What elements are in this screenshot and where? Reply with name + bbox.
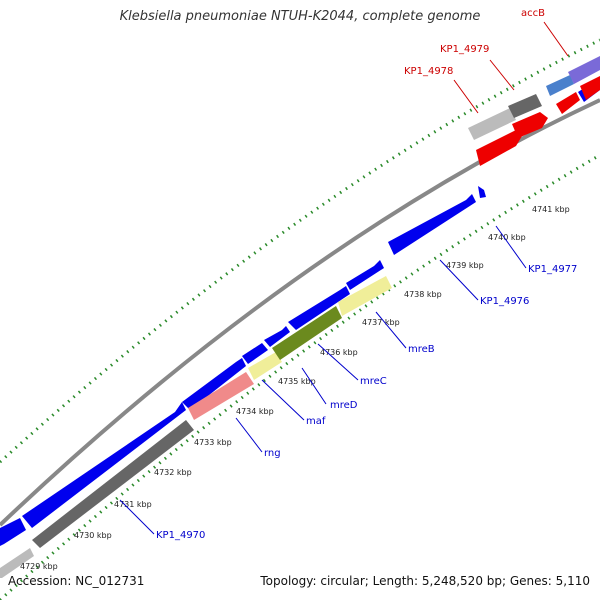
- genome-title: Klebsiella pneumoniae NTUH-K2044, comple…: [119, 9, 481, 24]
- gene-label-accb[interactable]: accB: [521, 8, 545, 19]
- reverse-strand: [0, 76, 600, 578]
- leader-line: [543, 21, 569, 57]
- kbp-label: 4730 kbp: [74, 531, 112, 540]
- gene-block[interactable]: [512, 112, 548, 138]
- gene-block[interactable]: [346, 260, 384, 290]
- gene-block[interactable]: [388, 194, 476, 255]
- kbp-label: 4732 kbp: [154, 468, 192, 477]
- leader-line: [235, 417, 263, 453]
- gene-label-kp1-4970[interactable]: KP1_4970: [156, 530, 205, 541]
- gene-block[interactable]: [338, 276, 392, 316]
- gene-block[interactable]: [0, 548, 34, 578]
- gene-labels: KP1_4970 rng maf mreD mreC mreB KP1_4976…: [156, 8, 577, 541]
- leader-line: [317, 343, 359, 381]
- gene-block[interactable]: [264, 326, 290, 347]
- kbp-label: 4741 kbp: [532, 205, 570, 214]
- gene-block[interactable]: [546, 75, 574, 96]
- gene-block[interactable]: [182, 358, 246, 410]
- gene-block[interactable]: [476, 130, 522, 166]
- gene-block[interactable]: [478, 186, 486, 198]
- kbp-label: 4737 kbp: [362, 318, 400, 327]
- gene-block[interactable]: [188, 372, 254, 420]
- gene-block[interactable]: [242, 343, 268, 364]
- kbp-label: 4734 kbp: [236, 407, 274, 416]
- gene-block[interactable]: [568, 56, 600, 84]
- kbp-label: 4729 kbp: [20, 562, 58, 571]
- outer-tick-ring: [0, 38, 600, 464]
- gene-label-mrec[interactable]: mreC: [360, 376, 387, 387]
- gene-label-kp1-4978[interactable]: KP1_4978: [404, 66, 453, 77]
- leader-line: [489, 59, 515, 91]
- gene-block[interactable]: [22, 402, 186, 528]
- gene-label-kp1-4977[interactable]: KP1_4977: [528, 264, 577, 275]
- kbp-label: 4740 kbp: [488, 233, 526, 242]
- backbone-line: [0, 98, 600, 527]
- leader-line: [261, 379, 305, 421]
- gene-block[interactable]: [288, 286, 350, 330]
- gene-block[interactable]: [556, 92, 580, 114]
- kbp-label: 4733 kbp: [194, 438, 232, 447]
- gene-block[interactable]: [248, 352, 282, 380]
- kbp-label: 4739 kbp: [446, 261, 484, 270]
- gene-block[interactable]: [508, 94, 542, 118]
- gene-block[interactable]: [580, 76, 600, 100]
- leader-line: [301, 367, 327, 405]
- gene-label-kp1-4979[interactable]: KP1_4979: [440, 44, 489, 55]
- leader-line: [119, 499, 155, 535]
- kbp-label: 4736 kbp: [320, 348, 358, 357]
- leader-line: [453, 79, 479, 114]
- gene-block[interactable]: [0, 518, 26, 546]
- leader-line: [375, 311, 407, 349]
- kbp-label: 4738 kbp: [404, 290, 442, 299]
- gene-block[interactable]: [468, 108, 516, 140]
- kbp-scale: 4729 kbp 4730 kbp 4731 kbp 4732 kbp 4733…: [20, 205, 570, 571]
- gene-block[interactable]: [272, 306, 342, 360]
- gene-label-mreb[interactable]: mreB: [408, 344, 435, 355]
- kbp-label: 4735 kbp: [278, 377, 316, 386]
- leader-line: [439, 259, 479, 301]
- topology-text: Topology: circular; Length: 5,248,520 bp…: [260, 574, 590, 588]
- gene-label-kp1-4976[interactable]: KP1_4976: [480, 296, 529, 307]
- kbp-label: 4731 kbp: [114, 500, 152, 509]
- accession-text: Accession: NC_012731: [8, 574, 145, 588]
- leader-lines: [119, 21, 569, 535]
- gene-label-maf[interactable]: maf: [306, 416, 326, 427]
- leader-line: [495, 225, 527, 269]
- gene-block[interactable]: [32, 420, 194, 548]
- gene-label-rng[interactable]: rng: [264, 448, 281, 459]
- gene-label-mred[interactable]: mreD: [330, 400, 358, 411]
